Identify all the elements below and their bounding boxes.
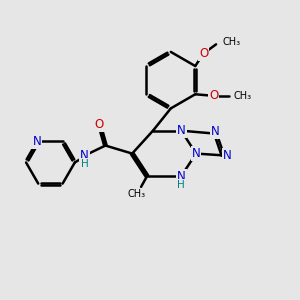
Text: O: O: [95, 118, 104, 131]
Text: H: H: [177, 180, 185, 190]
Text: N: N: [80, 149, 89, 162]
Text: N: N: [223, 149, 232, 162]
Text: CH₃: CH₃: [128, 189, 146, 199]
Text: O: O: [209, 89, 218, 102]
Text: H: H: [81, 159, 88, 169]
Text: N: N: [177, 170, 186, 183]
Text: N: N: [211, 125, 220, 138]
Text: N: N: [177, 124, 186, 137]
Text: N: N: [32, 135, 41, 148]
Text: O: O: [199, 47, 208, 60]
Text: CH₃: CH₃: [222, 37, 240, 47]
Text: CH₃: CH₃: [233, 91, 251, 101]
Text: N: N: [192, 147, 200, 160]
